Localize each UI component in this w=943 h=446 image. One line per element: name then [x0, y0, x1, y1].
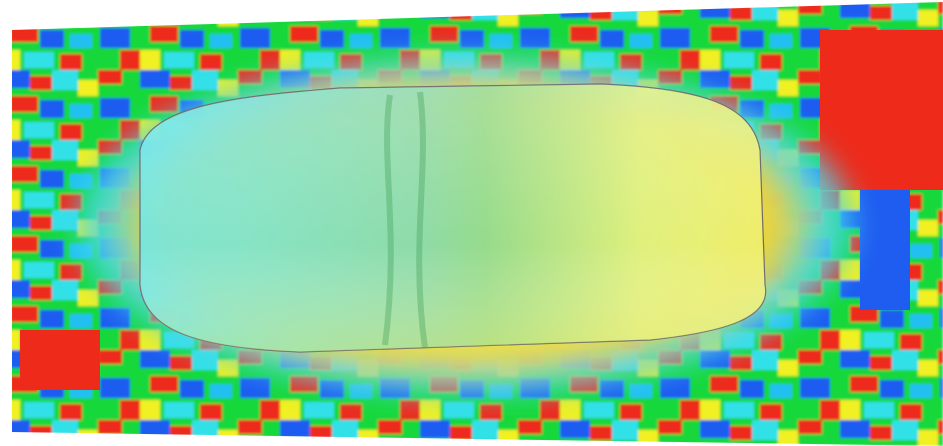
- red-patch: [20, 330, 100, 390]
- blob-shading: [140, 84, 766, 352]
- blue-patch: [860, 190, 910, 310]
- red-patch: [820, 30, 943, 190]
- blob-crease: [382, 91, 428, 349]
